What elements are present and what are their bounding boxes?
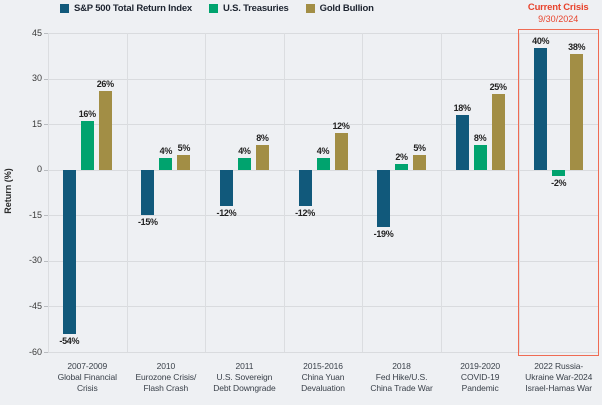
group-separator [48, 33, 49, 352]
legend-label: S&P 500 Total Return Index [74, 3, 192, 14]
bar-treasuries [316, 157, 330, 170]
bar-gold [491, 93, 505, 170]
bar-value-label: -12% [216, 208, 237, 219]
y-tick-mark [44, 306, 48, 308]
current-crisis-title: Current Crisis [527, 2, 589, 13]
bar-value-label: 5% [413, 142, 426, 153]
bar-value-label: 12% [332, 121, 350, 132]
bar-treasuries [473, 145, 487, 170]
bar-value-label: -12% [295, 208, 315, 219]
legend-swatch-icon [208, 4, 218, 13]
y-tick-label: 30 [31, 73, 42, 84]
legend-item: Gold Bullion [305, 3, 374, 14]
legend-label: Gold Bullion [319, 3, 374, 14]
bar-value-label: 38% [568, 42, 586, 53]
y-tick-mark [44, 215, 48, 217]
bar-value-label: 5% [177, 142, 191, 153]
bar-value-label: -15% [137, 217, 158, 228]
legend-swatch-icon [60, 4, 69, 13]
group-separator [283, 33, 285, 352]
bar-sp500 [219, 169, 233, 207]
bar-value-label: -19% [373, 229, 394, 240]
bar-value-label: 2% [395, 151, 408, 162]
x-axis-label: 2010 Eurozone Crisis/ Flash Crash [135, 361, 197, 394]
bar-value-label: 4% [316, 145, 330, 156]
bar-sp500 [141, 169, 155, 216]
y-tick-mark [44, 78, 48, 80]
y-tick-label: 15 [31, 118, 42, 129]
y-tick-label: -15 [28, 209, 42, 220]
y-gridline [48, 306, 598, 308]
legend-item: U.S. Treasuries [208, 3, 289, 14]
x-axis-label: 2022 Russia- Ukraine War-2024 Israel-Ham… [525, 361, 593, 394]
bar-treasuries [159, 157, 173, 170]
group-separator [362, 33, 364, 352]
y-tick-label: 45 [31, 27, 42, 38]
y-tick-label: -45 [28, 300, 42, 311]
bar-sp500 [377, 169, 391, 228]
bar-gold [255, 145, 269, 170]
y-gridline [48, 260, 598, 262]
group-separator [440, 33, 442, 352]
bar-gold [570, 54, 584, 170]
y-tick-mark [44, 169, 48, 171]
bar-treasuries [237, 157, 251, 170]
legend-label: U.S. Treasuries [222, 3, 289, 14]
y-gridline [48, 215, 598, 217]
y-gridline [48, 33, 598, 34]
bar-treasuries [552, 169, 566, 176]
x-axis-label: 2007-2009 Global Financial Crisis [57, 361, 117, 394]
bar-gold [413, 154, 427, 170]
group-separator [205, 33, 207, 352]
x-axis-label: 2018 Fed Hike/U.S. China Trade War [370, 361, 433, 394]
bar-value-label: 16% [78, 109, 96, 120]
bar-sp500 [534, 48, 548, 170]
bar-sp500 [298, 169, 312, 207]
x-axis-label: 2011 U.S. Sovereign Debt Downgrade [213, 361, 276, 394]
y-axis-title: Return (%) [3, 168, 13, 214]
bar-value-label: 8% [256, 133, 269, 144]
y-tick-label: 0 [36, 164, 42, 175]
y-tick-label: -60 [28, 346, 42, 357]
bar-value-label: 26% [96, 78, 114, 89]
y-tick-mark [44, 352, 48, 353]
bar-value-label: -54% [59, 335, 80, 346]
current-crisis-label: Current Crisis 9/30/2024 [510, 2, 602, 24]
legend: S&P 500 Total Return Index U.S. Treasurie… [60, 3, 374, 14]
bar-gold [98, 90, 112, 170]
x-axis-label: 2015-2016 China Yuan Devaluation [301, 361, 345, 394]
y-tick-mark [44, 260, 48, 262]
y-tick-mark [44, 124, 48, 126]
y-tick-mark [44, 33, 48, 34]
group-separator [519, 33, 521, 352]
y-gridline [48, 352, 598, 353]
bar-sp500 [62, 169, 76, 334]
current-crisis-date: 9/30/2024 [538, 14, 579, 24]
bar-value-label: 40% [532, 36, 550, 47]
bar-value-label: 18% [453, 103, 471, 114]
bar-treasuries [80, 121, 94, 170]
bar-value-label: 4% [238, 145, 251, 156]
group-separator [126, 33, 128, 352]
legend-item: S&P 500 Total Return Index [60, 3, 192, 14]
bar-value-label: 8% [473, 133, 487, 144]
bar-sp500 [455, 115, 469, 170]
bar-value-label: -2% [551, 177, 567, 188]
y-gridline [48, 169, 598, 171]
bar-treasuries [395, 163, 409, 170]
bar-gold [334, 133, 348, 170]
y-gridline [48, 78, 598, 80]
bar-gold [177, 154, 191, 170]
bar-value-label: 4% [159, 145, 173, 156]
y-gridline [48, 124, 598, 126]
legend-swatch-icon [305, 4, 315, 13]
bar-value-label: 25% [489, 81, 507, 92]
y-tick-label: -30 [28, 255, 42, 266]
x-axis-label: 2019-2020 COVID-19 Pandemic [460, 361, 500, 394]
group-separator [598, 33, 599, 352]
